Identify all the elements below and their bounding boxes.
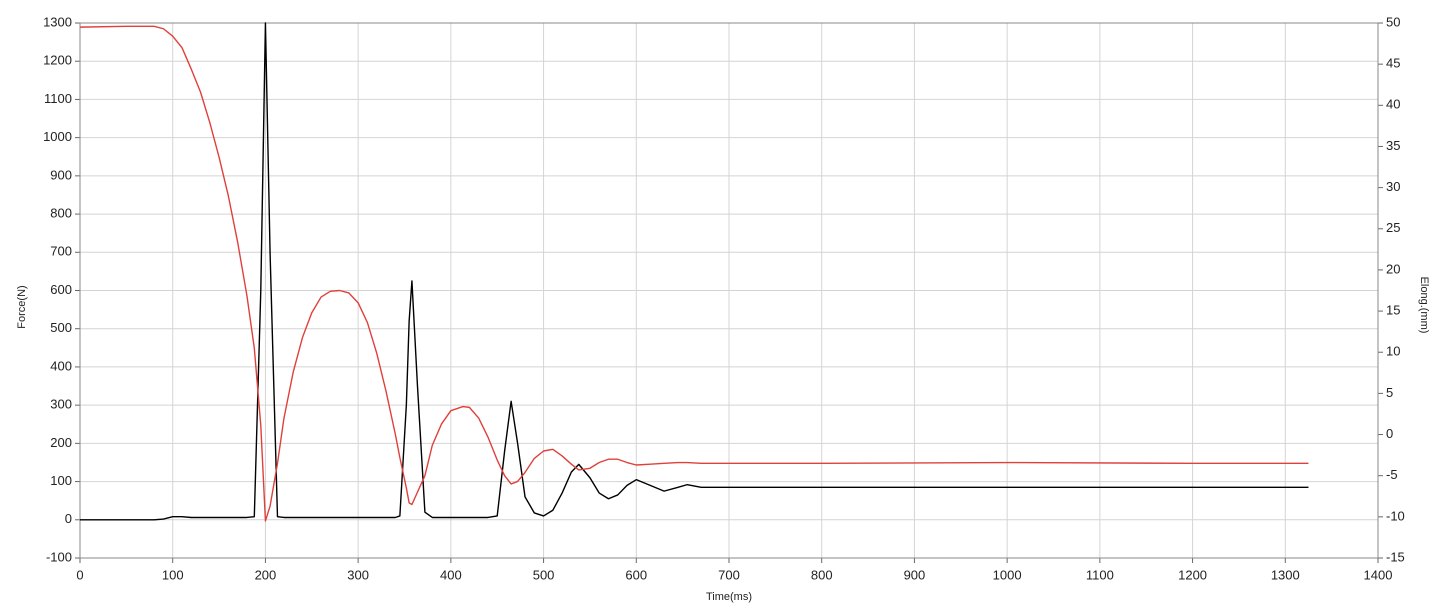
y2-tick-label: -5 <box>1386 467 1398 482</box>
y-tick-label: 500 <box>50 320 72 335</box>
x-tick-label: 1300 <box>1271 567 1300 582</box>
y2-tick-label: 15 <box>1386 303 1400 318</box>
y2-tick-label: 50 <box>1386 14 1400 29</box>
y-tick-label: -100 <box>46 549 72 564</box>
y-axis-title: Force(N) <box>16 285 28 328</box>
y-tick-label: 600 <box>50 282 72 297</box>
y-tick-label: 400 <box>50 358 72 373</box>
y2-tick-label: 45 <box>1386 56 1400 71</box>
y-tick-label: 1000 <box>43 129 72 144</box>
y-tick-label: 1200 <box>43 53 72 68</box>
x-tick-label: 600 <box>625 567 647 582</box>
y2-tick-label: -10 <box>1386 508 1405 523</box>
x-tick-label: 500 <box>533 567 555 582</box>
x-tick-label: 1200 <box>1178 567 1207 582</box>
y2-tick-label: 35 <box>1386 138 1400 153</box>
line-series <box>80 22 1309 521</box>
x-tick-label: 1000 <box>993 567 1022 582</box>
y2-axis-title: Elong.(mm) <box>1418 277 1430 334</box>
y2-tick-label: 40 <box>1386 97 1400 112</box>
y2-tick-label: 0 <box>1386 426 1393 441</box>
y-tick-label: 900 <box>50 167 72 182</box>
y-tick-label: 100 <box>50 473 72 488</box>
x-tick-label: 200 <box>255 567 277 582</box>
x-tick-label: 1100 <box>1086 567 1114 582</box>
y-tick-label: 1100 <box>44 91 72 106</box>
y2-tick-label: 30 <box>1386 179 1400 194</box>
x-tick-label: 1400 <box>1364 567 1393 582</box>
x-tick-label: 300 <box>347 567 369 582</box>
x-axis-title: Time(ms) <box>706 591 752 603</box>
y2-tick-label: 20 <box>1386 261 1400 276</box>
x-tick-label: 800 <box>811 567 833 582</box>
y2-tick-label: 10 <box>1386 344 1400 359</box>
line-series <box>79 25 1309 522</box>
x-tick-label: 400 <box>440 567 462 582</box>
y-tick-label: 0 <box>65 511 72 526</box>
y-tick-label: 300 <box>50 397 72 412</box>
y-tick-label: 1300 <box>43 14 72 29</box>
x-tick-label: 700 <box>718 567 740 582</box>
y-tick-label: 700 <box>50 244 72 259</box>
x-tick-label: 100 <box>162 567 184 582</box>
y2-tick-label: 5 <box>1386 385 1393 400</box>
plot-frame <box>79 22 1379 559</box>
y2-tick-label: -15 <box>1386 549 1405 564</box>
x-tick-label: 900 <box>904 567 926 582</box>
x-tick-label: 0 <box>76 567 83 582</box>
y-tick-label: 200 <box>50 435 72 450</box>
y-tick-label: 800 <box>50 206 72 221</box>
y2-tick-label: 25 <box>1386 220 1400 235</box>
